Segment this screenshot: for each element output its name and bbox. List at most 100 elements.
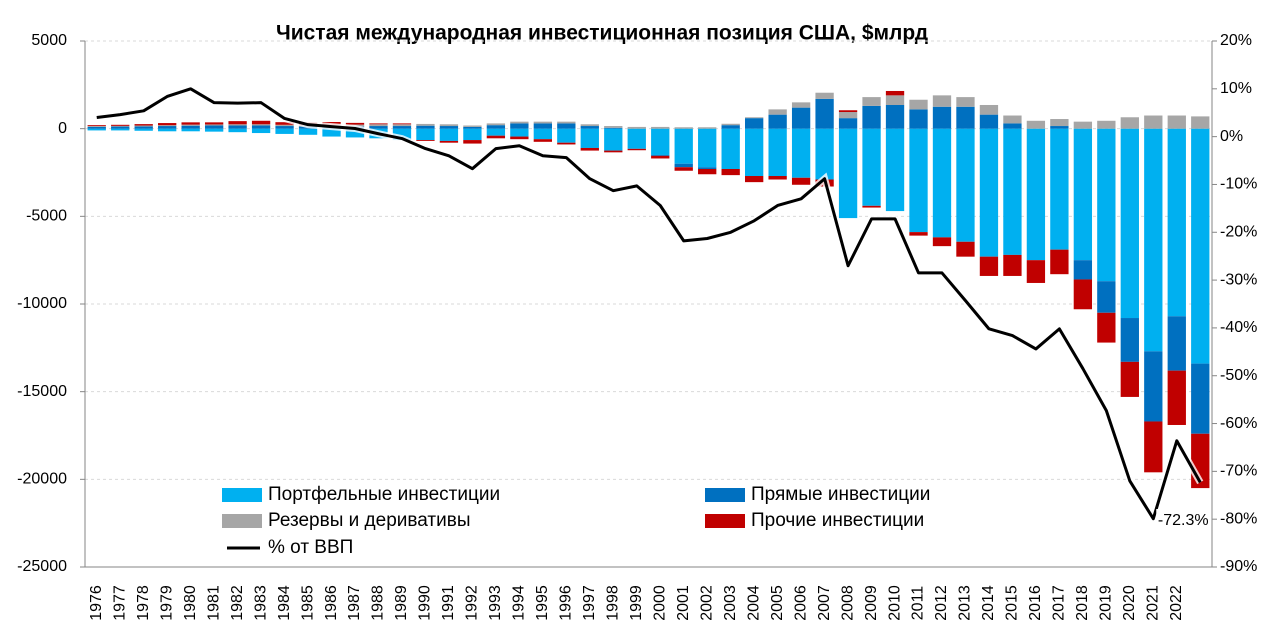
bar-segment [627, 148, 646, 151]
bar-segment [158, 126, 177, 129]
bar-segment [862, 205, 881, 208]
bar-segment [698, 128, 717, 168]
bar-segment [439, 126, 459, 129]
bar-segment [369, 124, 388, 127]
bar-segment [463, 126, 482, 129]
bar-segment [956, 241, 975, 257]
bar-segment [1073, 260, 1093, 280]
bar-segment [510, 123, 529, 129]
bar-segment [580, 147, 599, 151]
bar-segment [533, 121, 553, 124]
y2-tick-label: -30% [1220, 271, 1257, 288]
line [96, 87, 1202, 521]
bar-segment [909, 99, 928, 110]
bar-segment [557, 142, 576, 145]
bar-segment [791, 128, 811, 178]
bar-segment [275, 126, 294, 129]
y-tick-label: 0 [58, 120, 67, 137]
x-tick-label: 1989 [393, 585, 410, 621]
bar-segment [1120, 128, 1139, 319]
legend-label: Прямые инвестиции [751, 484, 930, 505]
x-tick-label: 2007 [816, 585, 833, 621]
x-tick-label: 2018 [1074, 585, 1091, 621]
x-tick-label: 1997 [581, 585, 598, 621]
bar-segment [885, 90, 905, 96]
y2-tick-label: -50% [1220, 367, 1257, 384]
bar-segment [1026, 120, 1046, 129]
x-tick-label: 1983 [252, 585, 269, 621]
bar-segment [1167, 115, 1186, 129]
bar-segment [979, 256, 999, 276]
bar-segment [1073, 279, 1093, 310]
bar-segment [862, 105, 881, 129]
bar-segment [557, 123, 576, 129]
bar-segment [158, 123, 177, 126]
bar-segment [463, 125, 482, 127]
bar-segment [721, 125, 740, 129]
bar-segment [486, 135, 506, 139]
bar-segment [134, 125, 153, 127]
bar-segment [1167, 370, 1186, 425]
annotation: -72.3% [1158, 512, 1209, 529]
legend-swatch [705, 514, 745, 528]
bar-segment [674, 163, 693, 168]
bar-segment [1144, 421, 1163, 473]
bar-segment [1097, 312, 1116, 343]
bar-segment [392, 128, 412, 141]
bar-segment [651, 154, 670, 156]
x-tick-label: 2000 [651, 585, 668, 621]
x-tick-label: 2013 [957, 585, 974, 621]
bar-segment [392, 124, 412, 127]
bar-segment [134, 128, 153, 131]
x-tick-label: 2016 [1027, 585, 1044, 621]
x-tick-label: 1990 [417, 585, 434, 621]
legend-label: % от ВВП [268, 537, 353, 558]
bar-segment [1144, 351, 1163, 422]
x-tick-label: 1980 [182, 585, 199, 621]
x-tick-label: 1981 [205, 585, 222, 621]
bar-segment [838, 110, 858, 113]
bar-segment [1167, 316, 1186, 371]
bar-segment [838, 128, 858, 219]
bar-segment [158, 125, 177, 127]
bar-segment [791, 107, 811, 129]
bar-segment [932, 128, 952, 238]
x-tick-label: 1976 [88, 585, 105, 621]
bar-segment [768, 109, 787, 115]
bar-segment [979, 128, 999, 257]
x-tick-label: 1982 [229, 585, 246, 621]
bar-segment [439, 140, 459, 143]
bar-segment [111, 126, 130, 129]
bar-segment [979, 104, 999, 115]
bar-segment [651, 128, 670, 155]
bar-segment [1097, 128, 1116, 282]
bar-segment [815, 128, 834, 180]
bar-segment [1003, 128, 1022, 255]
bar-segment [885, 95, 905, 105]
bar-segment [768, 128, 787, 177]
x-tick-label: 2009 [863, 585, 880, 621]
bar-segment [1120, 117, 1139, 129]
bar-segment [486, 125, 506, 129]
bar-segment [392, 126, 412, 129]
bar-segment [580, 126, 599, 129]
bar-segment [1073, 121, 1093, 129]
x-tick-label: 2015 [1004, 585, 1021, 621]
bar-segment [651, 126, 670, 129]
bar-segment [204, 128, 224, 132]
bar-segment [768, 114, 787, 129]
bar-segment [228, 125, 247, 129]
bar-segment [416, 123, 435, 126]
bar-segment [510, 121, 529, 124]
bar-segment [721, 123, 740, 126]
x-tick-label: 2020 [1121, 585, 1138, 621]
bar-segment [416, 128, 435, 141]
legend-swatch [705, 488, 745, 502]
bar-segment [1050, 249, 1069, 275]
bar-segment [251, 125, 271, 129]
bar-segment [604, 150, 623, 153]
bar-segment [1097, 281, 1116, 313]
x-tick-label: 2010 [886, 585, 903, 621]
bar-segment [204, 125, 224, 129]
y-tick-label: -20000 [17, 471, 67, 488]
